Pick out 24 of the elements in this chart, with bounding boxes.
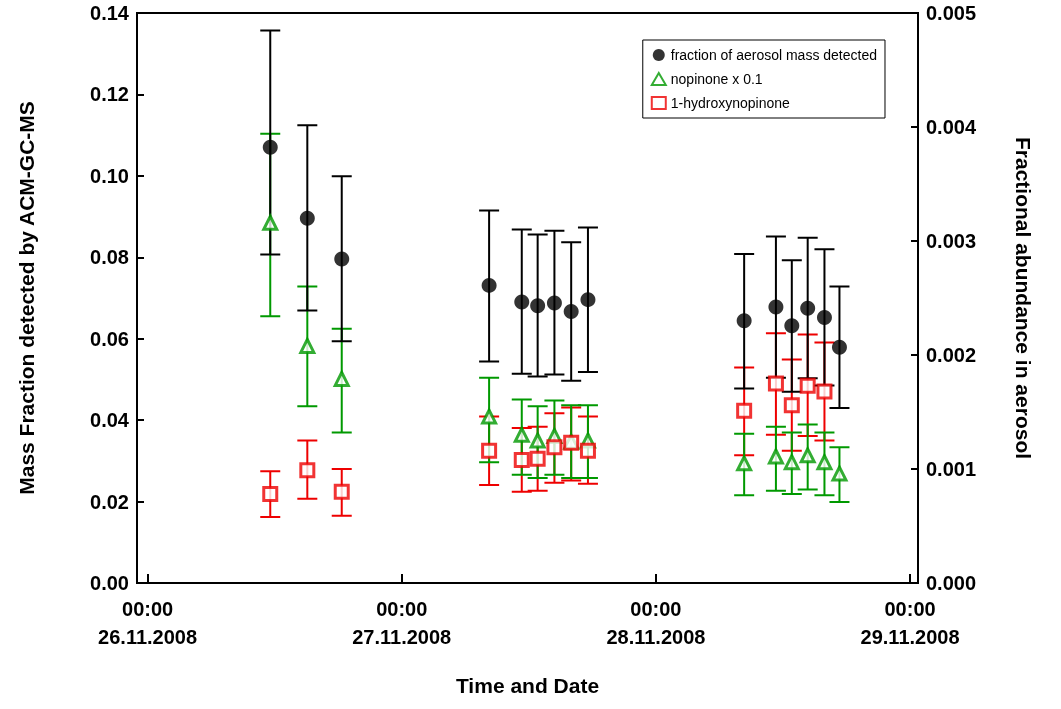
x-axis-title: Time and Date	[455, 674, 600, 697]
y-tick-label: 0.00	[90, 572, 129, 594]
y-tick-label: 0.06	[90, 327, 129, 350]
y-tick-label: 0.04	[90, 409, 130, 432]
y-axis-title: Mass Fraction detected by ACM-GC-MS	[15, 101, 38, 495]
y-tick-label: 0.12	[90, 83, 129, 106]
y-tick-label: 0.14	[90, 2, 130, 24]
x-tick-label: 00:00 29.11.2008	[860, 598, 960, 648]
y2-tick-label: 0.003	[926, 230, 977, 252]
legend-label: 1-hydroxynopinone	[670, 95, 791, 111]
legend-label: nopinone x 0.1	[670, 71, 763, 87]
y2-tick-label: 0.004	[926, 116, 977, 138]
x-tick-label: 00:00 28.11.2008	[606, 598, 706, 648]
y-tick-label: 0.08	[90, 246, 129, 269]
y2-tick-label: 0.005	[926, 2, 977, 24]
y-tick-label: 0.10	[90, 164, 129, 187]
x-tick-label: 00:00 27.11.2008	[352, 598, 452, 648]
y2-tick-label: 0.001	[926, 458, 977, 480]
y2-axis-title: Fractional abundance in aerosol	[1012, 136, 1035, 460]
x-tick-label: 00:00 26.11.2008	[98, 598, 198, 648]
y2-tick-label: 0.002	[926, 344, 977, 366]
y2-tick-label: 0.000	[926, 572, 977, 594]
legend-label: fraction of aerosol mass detected	[670, 47, 878, 63]
y-tick-label: 0.02	[90, 490, 129, 513]
